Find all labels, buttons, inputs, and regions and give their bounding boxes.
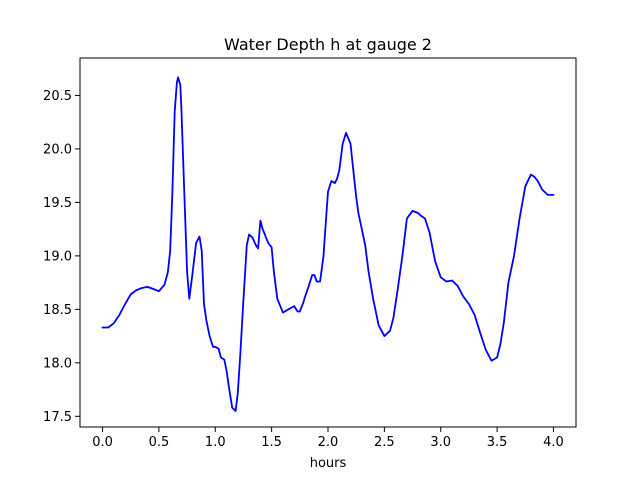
x-tick-label: 4.0 — [543, 435, 564, 450]
x-tick-label: 1.0 — [205, 435, 226, 450]
y-axis: 17.5 18.0 18.5 19.0 19.5 20.0 20.5 — [43, 89, 80, 425]
y-tick-label: 18.5 — [43, 303, 72, 318]
y-tick-label: 19.0 — [43, 249, 72, 264]
x-axis-label: hours — [310, 456, 347, 471]
chart-title: Water Depth h at gauge 2 — [224, 35, 432, 54]
plot-area — [101, 76, 555, 412]
x-tick-label: 3.5 — [487, 435, 508, 450]
y-tick-label: 17.5 — [43, 410, 72, 425]
x-tick-label: 1.5 — [261, 435, 282, 450]
y-tick-label: 18.0 — [43, 356, 72, 371]
y-tick-label: 20.0 — [43, 142, 72, 157]
x-tick-label: 2.0 — [318, 435, 339, 450]
series-line — [101, 76, 555, 412]
x-tick-label: 0.5 — [149, 435, 170, 450]
x-tick-label: 2.5 — [374, 435, 395, 450]
y-tick-label: 19.5 — [43, 196, 72, 211]
x-tick-label: 0.0 — [92, 435, 113, 450]
x-axis: 0.0 0.5 1.0 1.5 2.0 2.5 3.0 3.5 4.0 — [92, 427, 564, 450]
y-tick-label: 20.5 — [43, 89, 72, 104]
x-tick-label: 3.0 — [430, 435, 451, 450]
